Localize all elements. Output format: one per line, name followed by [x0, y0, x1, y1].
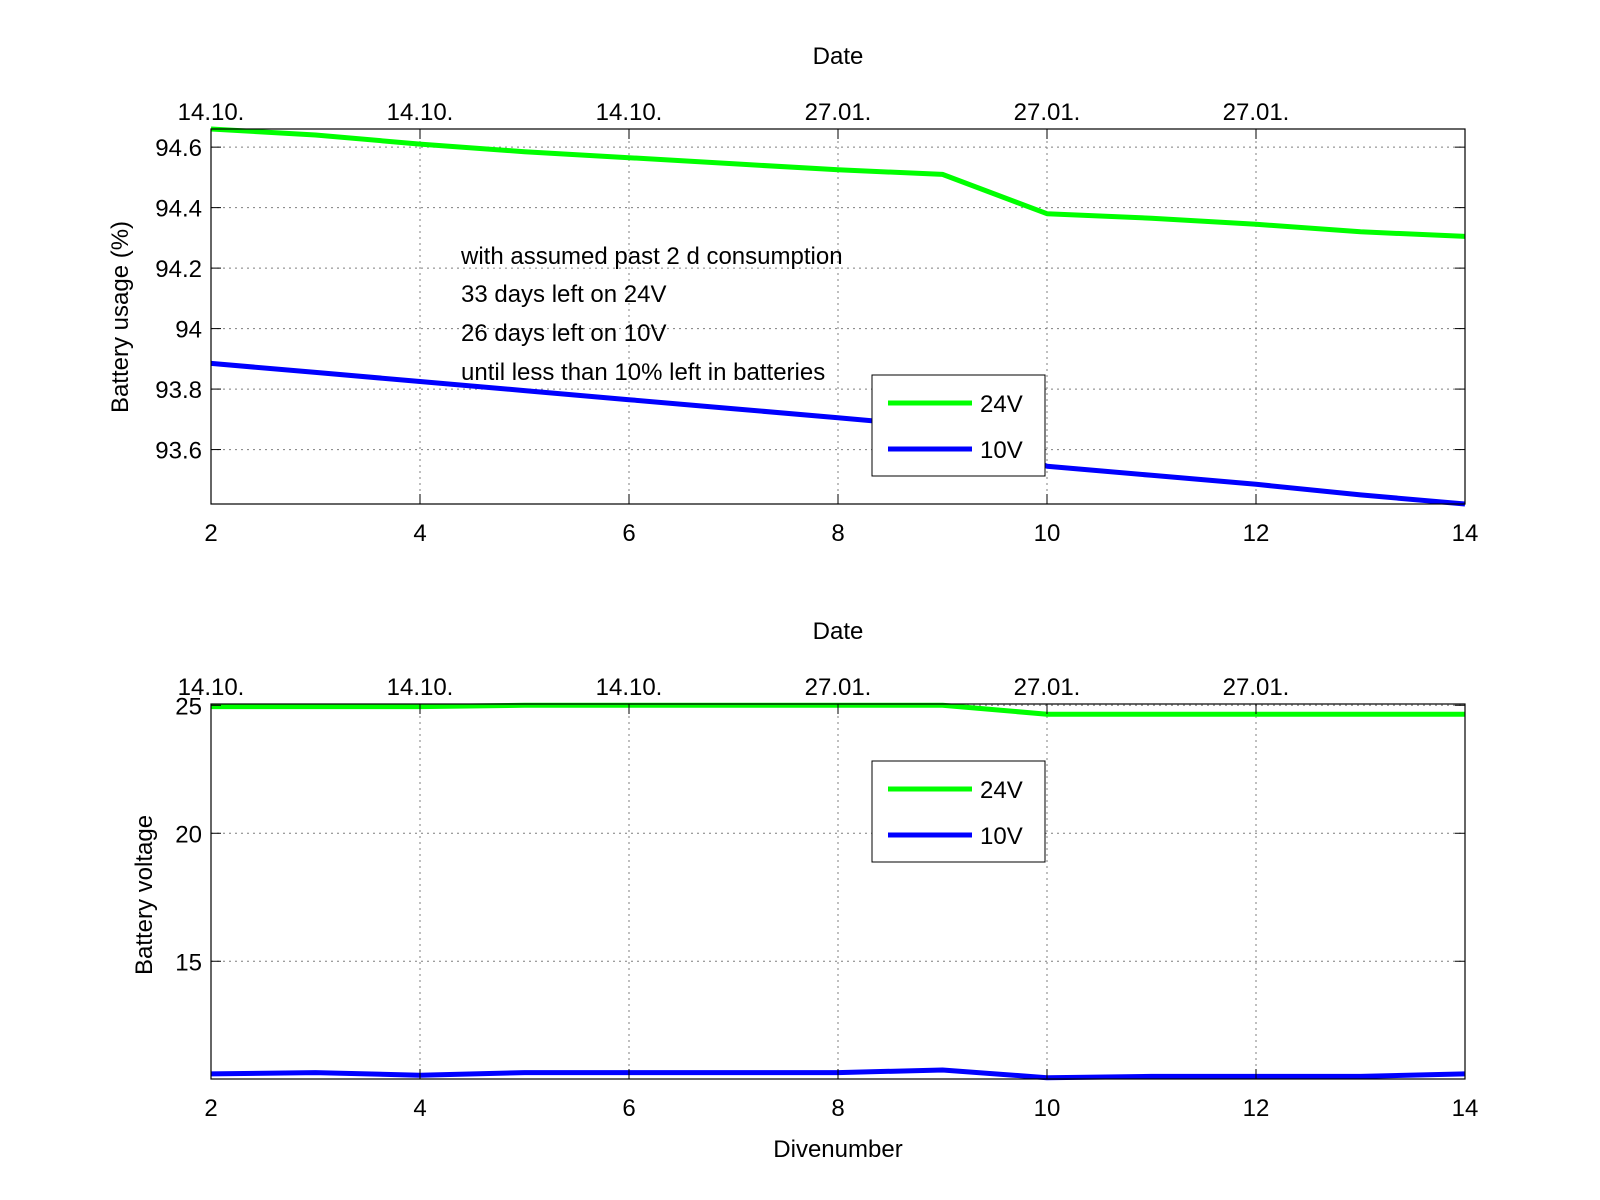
- legend-box: [871, 760, 1046, 863]
- legend-box: [871, 374, 1046, 477]
- y-tick-label: 94.6: [155, 135, 202, 162]
- x-tick-label: 8: [831, 520, 844, 547]
- x-tick-label: 8: [831, 1095, 844, 1122]
- x-tick-label: 2: [204, 1095, 217, 1122]
- y-tick-label: 94.2: [155, 256, 202, 283]
- top-axis-title: Date: [813, 43, 864, 70]
- y-tick-label: 93.6: [155, 438, 202, 465]
- x-tick-label: 6: [622, 1095, 635, 1122]
- legend-label: 10V: [980, 437, 1023, 464]
- top-date-tick-label: 14.10.: [596, 99, 663, 126]
- x-tick-label: 12: [1243, 1095, 1270, 1122]
- x-tick-label: 2: [204, 520, 217, 547]
- x-tick-label: 10: [1034, 1095, 1061, 1122]
- y-tick-label: 94: [175, 317, 202, 344]
- usage-plot: 2 4 6 8 10 12 14 93.6 93.8 94 94.2 94.4 94.6 14.10. 14…: [107, 43, 1478, 547]
- y-axis-label: Battery usage (%): [107, 221, 134, 413]
- legend-label: 24V: [980, 777, 1023, 804]
- top-date-tick-label: 14.10.: [178, 99, 245, 126]
- x-tick-label: 10: [1034, 520, 1061, 547]
- annotation-line: until less than 10% left in batteries: [461, 359, 825, 386]
- top-date-tick-label: 27.01.: [1014, 99, 1081, 126]
- y-tick-label: 20: [175, 821, 202, 848]
- top-date-tick-label: 27.01.: [805, 674, 872, 701]
- top-date-tick-label: 14.10.: [178, 674, 245, 701]
- legend-label: 10V: [980, 823, 1023, 850]
- top-date-tick-label: 14.10.: [596, 674, 663, 701]
- top-date-tick-label: 27.01.: [805, 99, 872, 126]
- series-line-10V: [210, 360, 1466, 507]
- top-axis-title: Date: [813, 618, 864, 645]
- x-tick-label: 6: [622, 520, 635, 547]
- x-tick-label: 14: [1452, 1095, 1479, 1122]
- x-tick-label: 4: [413, 1095, 426, 1122]
- legend: 24V 10V: [871, 374, 1046, 477]
- legend-label: 24V: [980, 391, 1023, 418]
- legend: 24V 10V: [871, 760, 1046, 863]
- y-axis-label: Battery voltage: [131, 815, 158, 975]
- annotation-line: with assumed past 2 d consumption: [460, 243, 843, 270]
- annotation-line: 26 days left on 10V: [461, 320, 666, 347]
- y-tick-label: 15: [175, 949, 202, 976]
- top-date-tick-label: 14.10.: [387, 674, 454, 701]
- top-date-tick-label: 14.10.: [387, 99, 454, 126]
- top-date-tick-label: 27.01.: [1223, 99, 1290, 126]
- series-line-24V: [210, 126, 1466, 239]
- x-axis-label: Divenumber: [773, 1136, 902, 1163]
- top-date-tick-label: 27.01.: [1223, 674, 1290, 701]
- annotation-line: 33 days left on 24V: [461, 281, 666, 308]
- y-tick-label: 25: [175, 693, 202, 720]
- x-tick-label: 14: [1452, 520, 1479, 547]
- y-tick-label: 93.8: [155, 377, 202, 404]
- y-tick-label: 94.4: [155, 196, 202, 223]
- x-tick-label: 12: [1243, 520, 1270, 547]
- x-tick-label: 4: [413, 520, 426, 547]
- top-date-tick-label: 27.01.: [1014, 674, 1081, 701]
